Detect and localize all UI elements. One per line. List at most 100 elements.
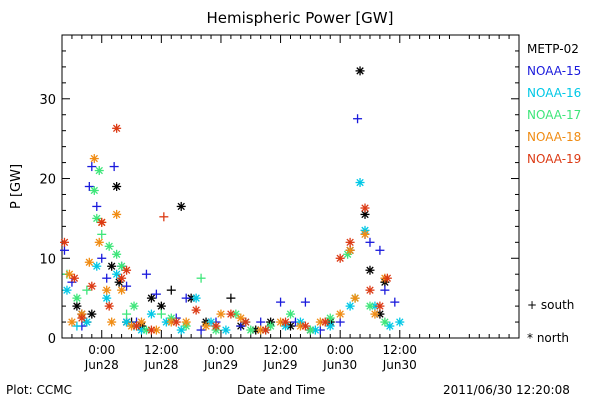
north-point	[136, 317, 146, 327]
south-point	[353, 114, 363, 124]
north-point	[355, 66, 365, 76]
north-point	[191, 305, 201, 315]
x-tick-label-date: Jun28	[143, 358, 178, 372]
series-noaa-15	[59, 114, 400, 335]
north-point	[146, 309, 156, 319]
x-tick-label-date: Jun30	[382, 358, 417, 372]
series-noaa-19	[59, 123, 392, 335]
x-tick-label-time: 12:00	[144, 343, 179, 357]
north-point	[236, 313, 246, 323]
y-tick-label: 0	[48, 332, 56, 347]
north-point	[380, 317, 390, 327]
north-point	[281, 317, 291, 327]
south-point	[256, 317, 266, 327]
south-point	[82, 285, 92, 295]
north-point	[89, 185, 99, 195]
south-point	[84, 182, 94, 191]
south-point	[196, 325, 206, 335]
south-point	[156, 309, 166, 319]
north-point	[345, 301, 355, 311]
north-point	[82, 317, 92, 327]
y-tick-label: 10	[39, 252, 56, 267]
north-point	[104, 241, 114, 251]
north-point	[241, 317, 251, 327]
north-point	[176, 201, 186, 211]
north-point	[201, 321, 211, 331]
north-point	[146, 325, 156, 335]
north-point	[382, 273, 392, 283]
south-point	[97, 253, 107, 263]
north-point	[94, 166, 104, 176]
south-point	[122, 309, 132, 319]
south-point	[335, 317, 345, 327]
north-point	[112, 269, 122, 279]
north-point	[360, 209, 370, 219]
north-point	[102, 285, 112, 295]
north-point	[375, 301, 385, 311]
north-point	[67, 317, 77, 327]
south-point	[72, 321, 82, 331]
north-point	[171, 317, 181, 327]
x-tick-label-date: Jun28	[84, 358, 119, 372]
south-point	[365, 237, 375, 247]
north-point	[122, 317, 132, 327]
north-point	[102, 293, 112, 303]
north-point	[89, 154, 99, 164]
north-point	[300, 321, 310, 331]
north-point	[112, 123, 122, 133]
legend-noaa-18: NOAA-18	[527, 130, 582, 144]
south-point	[375, 245, 385, 255]
north-point	[129, 301, 139, 311]
south-point	[236, 321, 246, 331]
north-point	[107, 317, 117, 327]
north-point	[350, 293, 360, 303]
north-point	[156, 301, 166, 311]
north-point	[92, 213, 102, 223]
north-point	[206, 317, 216, 327]
north-point	[87, 281, 97, 291]
north-point	[72, 293, 82, 303]
north-point	[246, 325, 256, 335]
south-point	[226, 293, 236, 303]
plot-timestamp: 2011/06/30 12:20:08	[443, 383, 570, 397]
north-point	[181, 317, 191, 327]
x-tick-label-time: 12:00	[263, 343, 298, 357]
north-point	[211, 321, 221, 331]
south-point	[59, 245, 69, 255]
north-point	[112, 249, 122, 259]
north-point	[385, 321, 395, 331]
chart-title: Hemispheric Power [GW]	[206, 9, 394, 27]
north-point	[345, 245, 355, 255]
north-point	[216, 309, 226, 319]
north-point	[122, 265, 132, 275]
north-point	[320, 317, 330, 327]
y-axis-label: P [GW]	[9, 164, 24, 209]
north-point	[305, 325, 315, 335]
north-point	[355, 178, 365, 188]
north-marker-key: * north	[527, 331, 570, 345]
north-point	[64, 269, 74, 279]
north-point	[335, 309, 345, 319]
legend-metp-02: METP-02	[527, 42, 579, 56]
south-point	[102, 273, 112, 283]
y-tick-label: 30	[39, 93, 56, 108]
x-tick-label-time: 12:00	[382, 343, 417, 357]
south-point	[276, 297, 286, 307]
north-point	[117, 273, 127, 283]
north-point	[286, 309, 295, 319]
south-point	[122, 281, 132, 291]
north-point	[62, 285, 72, 295]
south-point	[92, 201, 102, 211]
north-point	[335, 253, 345, 263]
south-point	[97, 229, 107, 239]
series-noaa-18	[64, 154, 390, 335]
north-point	[360, 229, 370, 239]
north-point	[87, 309, 97, 319]
legend-noaa-17: NOAA-17	[527, 108, 582, 122]
plot-frame	[61, 34, 520, 339]
north-point	[69, 273, 79, 283]
south-point	[300, 297, 310, 307]
south-point	[181, 293, 191, 303]
south-point	[141, 269, 151, 279]
